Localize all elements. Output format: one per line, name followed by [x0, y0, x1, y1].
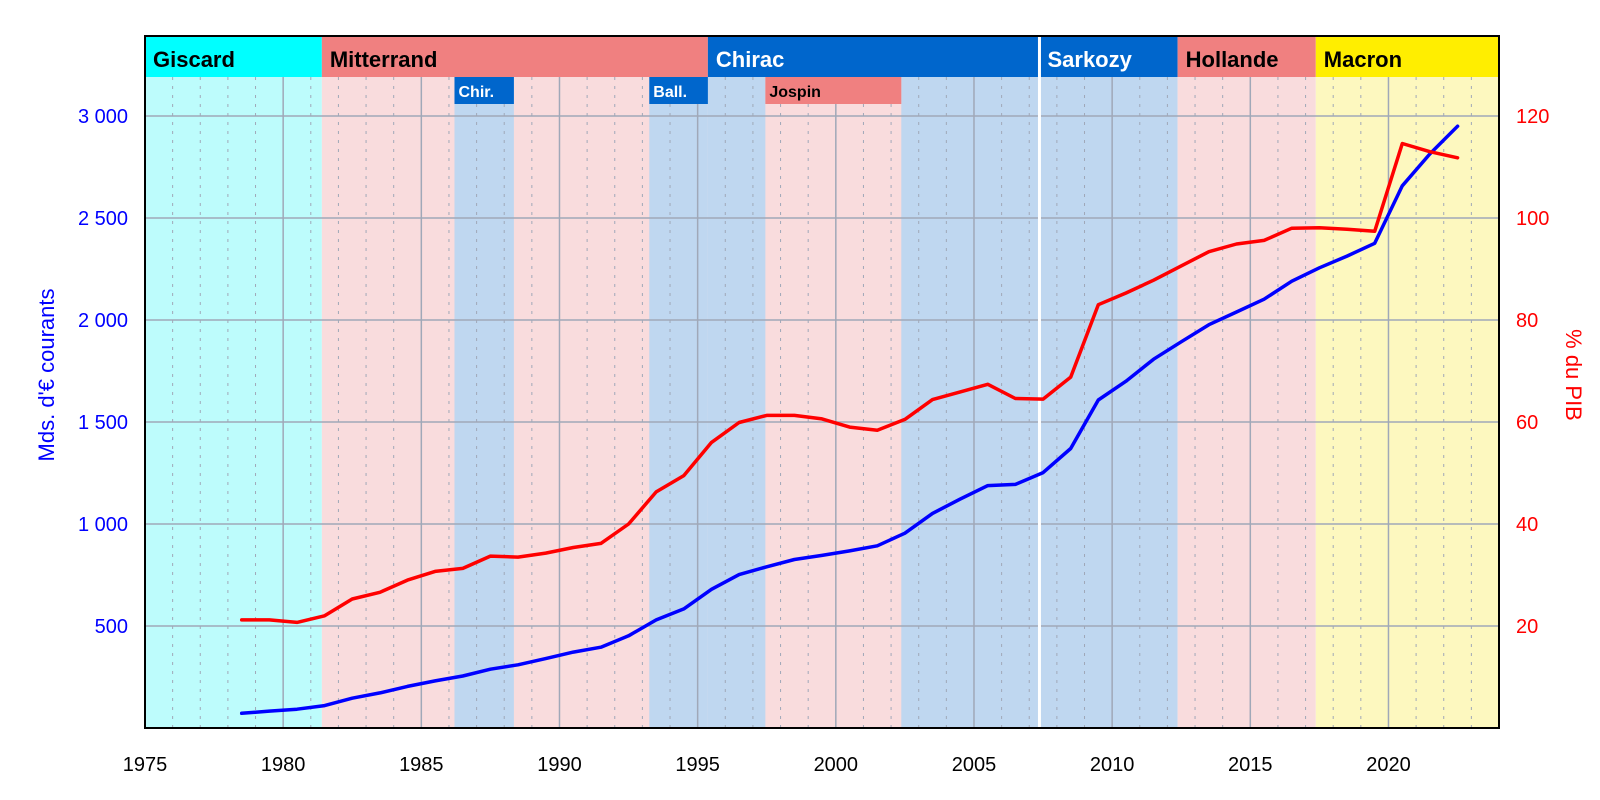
- bg-band-giscard: [145, 77, 322, 728]
- x-tick-labels: 1975 1980 1985 1990 1995 2000 2005 2010 2015 2020: [123, 754, 1411, 776]
- president-header-bands: Giscard Mitterrand Chirac Sarkozy Hollande Ma…: [145, 36, 1499, 728]
- header-band-giscard: [145, 36, 322, 77]
- bg-band-macron: [1315, 77, 1499, 728]
- president-background-bands: [145, 77, 1499, 728]
- header-band-mitterrand: [321, 36, 708, 77]
- president-label-chirac: Chirac: [716, 47, 784, 72]
- header-band-macron: [1315, 36, 1499, 77]
- pm-band-ball: [649, 77, 708, 104]
- x-tick-1995: 1995: [675, 754, 720, 776]
- x-tick-2010: 2010: [1090, 754, 1135, 776]
- pm-band-chir: [454, 77, 514, 104]
- y-axis-left-label: Mds. d'€ courants: [34, 289, 59, 462]
- y-left-tick-3000: 3 000: [78, 106, 128, 128]
- y-right-tick-120: 120: [1516, 106, 1549, 128]
- y-left-tick-2500: 2 500: [78, 208, 128, 230]
- president-label-hollande: Hollande: [1186, 47, 1279, 72]
- y-axis-right-label: % du PIB: [1561, 329, 1586, 421]
- x-tick-1980: 1980: [261, 754, 306, 776]
- bg-band-sarkozy: [1039, 77, 1178, 728]
- y-left-tick-1500: 1 500: [78, 412, 128, 434]
- x-tick-1990: 1990: [537, 754, 582, 776]
- prime-minister-labels: Chir. Ball. Jospin: [454, 77, 902, 104]
- bg-band-hollande: [1177, 77, 1316, 728]
- pm-band-jospin: [765, 77, 902, 104]
- y-right-tick-60: 60: [1516, 412, 1538, 434]
- y-right-tick-20: 20: [1516, 616, 1538, 638]
- x-tick-1985: 1985: [399, 754, 444, 776]
- bg-band-pm-ball: [649, 77, 708, 728]
- series-lines: [239, 124, 1460, 716]
- president-label-sarkozy: Sarkozy: [1047, 47, 1132, 72]
- bg-band-mitterrand: [321, 77, 708, 728]
- president-label-giscard: Giscard: [153, 47, 235, 72]
- y-right-tick-80: 80: [1516, 310, 1538, 332]
- pm-label-chir: Chir.: [458, 84, 494, 101]
- y-left-tick-500: 500: [95, 616, 128, 638]
- debt-gdp-ratio-line: [239, 141, 1460, 625]
- y-left-tick-labels: 500 1 000 1 500 2 000 2 500 3 000: [78, 106, 128, 638]
- plot-frame: [144, 35, 1500, 729]
- bg-band-pm-chir: [454, 77, 514, 728]
- y-right-tick-labels: 20 40 60 80 100 120: [1516, 106, 1549, 638]
- y-left-tick-2000: 2 000: [78, 310, 128, 332]
- debt-euros-line: [239, 124, 1460, 716]
- bg-band-pm-jospin: [765, 77, 902, 728]
- plot-border: [144, 35, 1500, 729]
- header-band-hollande: [1177, 36, 1316, 77]
- x-tick-2005: 2005: [952, 754, 997, 776]
- pm-label-ball: Ball.: [653, 84, 687, 101]
- header-band-sarkozy: [1039, 36, 1178, 77]
- x-tick-1975: 1975: [123, 754, 168, 776]
- x-tick-2020: 2020: [1366, 754, 1411, 776]
- x-tick-2015: 2015: [1228, 754, 1273, 776]
- president-label-macron: Macron: [1324, 47, 1402, 72]
- x-tick-2000: 2000: [814, 754, 859, 776]
- president-label-mitterrand: Mitterrand: [330, 47, 438, 72]
- pm-label-jospin: Jospin: [769, 84, 821, 101]
- y-left-tick-1000: 1 000: [78, 514, 128, 536]
- y-right-tick-100: 100: [1516, 208, 1549, 230]
- y-right-tick-40: 40: [1516, 514, 1538, 536]
- header-band-chirac: [707, 36, 1040, 77]
